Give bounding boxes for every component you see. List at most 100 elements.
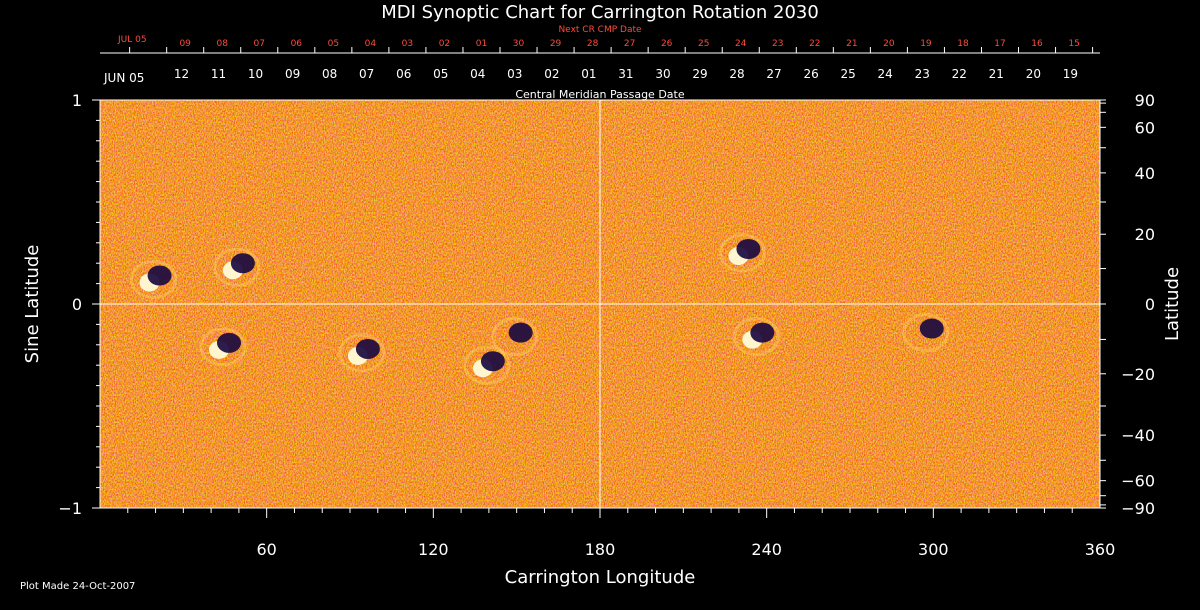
- y-axis-label-right: Latitude: [1162, 267, 1183, 341]
- next-cmp-date-label: 22: [809, 39, 820, 49]
- next-cmp-date-label: 23: [772, 39, 783, 49]
- next-cmp-date-label: 05: [328, 39, 339, 49]
- y-tick-label-right: 40: [1135, 164, 1155, 183]
- cmp-date-label: 29: [692, 67, 707, 81]
- cmp-date-label: 28: [729, 67, 744, 81]
- next-cmp-date-label: 29: [550, 39, 562, 49]
- cmp-date-label: 21: [989, 67, 1004, 81]
- cmp-date-label: 23: [915, 67, 930, 81]
- next-cmp-date-label: 19: [920, 39, 932, 49]
- cmp-date-label: 09: [285, 67, 300, 81]
- cmp-date-label: 19: [1063, 67, 1078, 81]
- plage-halo: [213, 247, 261, 287]
- x-tick-label: 240: [751, 540, 782, 559]
- x-tick-label: 120: [418, 540, 449, 559]
- cmp-date-label: 04: [470, 67, 485, 81]
- cmp-date-label: 24: [878, 67, 893, 81]
- x-tick-label: 60: [256, 540, 276, 559]
- y-tick-label-left: 1: [72, 91, 82, 110]
- cmp-axis-label: Central Meridian Passage Date: [515, 88, 684, 101]
- y-tick-label-right: −20: [1121, 365, 1155, 384]
- cmp-date-label: 30: [655, 67, 670, 81]
- cmp-date-label: 03: [507, 67, 522, 81]
- active-region: [902, 313, 950, 353]
- cmp-date-label: 01: [581, 67, 596, 81]
- cmp-date-label: 20: [1026, 67, 1041, 81]
- cmp-date-label: 31: [618, 67, 633, 81]
- x-axis: 60 120 180 240 300 360: [127, 508, 1116, 559]
- plage-halo: [130, 260, 178, 300]
- negative-polarity-patch: [217, 332, 241, 353]
- next-cmp-date-label: 06: [291, 39, 303, 49]
- y-tick-label-right: 60: [1135, 118, 1155, 137]
- next-cmp-date-label: 28: [587, 39, 599, 49]
- next-cmp-date-label: 02: [439, 39, 450, 49]
- negative-polarity-patch: [355, 338, 380, 359]
- active-region: [338, 333, 386, 373]
- cmp-date-label: 10: [248, 67, 263, 81]
- negative-polarity-patch: [230, 253, 255, 274]
- next-cmp-date-label: 01: [476, 39, 487, 49]
- negative-polarity-patch: [480, 351, 505, 372]
- plage-halo: [338, 333, 386, 373]
- negative-polarity-patch: [750, 322, 775, 343]
- active-region: [718, 233, 766, 273]
- plage-halo: [902, 313, 950, 353]
- negative-polarity-patch: [736, 239, 761, 259]
- next-cmp-axis: 09 08 07 06 05 04 03 02 01 30 29 28 27 26 25 24 23 22 21 20…: [129, 39, 1094, 53]
- active-region: [491, 317, 539, 357]
- next-cmp-axis-label: Next CR CMP Date: [558, 25, 642, 35]
- negative-polarity-patch: [147, 265, 172, 286]
- plot-made-label: Plot Made 24-Oct-2007: [20, 581, 135, 592]
- y-tick-label-right: 0: [1145, 295, 1155, 314]
- next-cmp-date-label: 07: [254, 39, 265, 49]
- cmp-date-label: 08: [322, 67, 337, 81]
- x-tick-label: 360: [1085, 540, 1116, 559]
- next-cmp-date-label: 24: [735, 39, 747, 49]
- y-tick-label-left: 0: [72, 295, 82, 314]
- y-tick-label-left: −1: [58, 499, 82, 518]
- plage-halo: [463, 345, 511, 385]
- next-cmp-date-label: 16: [1031, 39, 1043, 49]
- active-region: [463, 345, 511, 385]
- x-axis-label: Carrington Longitude: [505, 567, 696, 588]
- plage-halo: [718, 233, 766, 273]
- cmp-date-label: 11: [211, 67, 226, 81]
- y-axis-right: 90 60 40 20 0 −20 −40 −60 −90: [1100, 91, 1155, 518]
- next-cmp-date-label: 03: [402, 39, 413, 49]
- cmp-date-label: 02: [544, 67, 559, 81]
- active-region: [732, 317, 780, 357]
- next-cmp-date-label: 04: [365, 39, 377, 49]
- cmp-date-axis: 12 11 10 09 08 07 06 05 04 03 02 01 31 30 29 28 27 26 25 24…: [174, 67, 1078, 81]
- y-axis-label-left: Sine Latitude: [22, 245, 43, 364]
- y-tick-label-right: −40: [1121, 426, 1155, 445]
- y-axis-left: 1 0 −1: [58, 91, 100, 518]
- cmp-date-label: 27: [766, 67, 781, 81]
- active-regions: [130, 233, 950, 385]
- active-region: [199, 327, 247, 367]
- cmp-date-label: 07: [359, 67, 374, 81]
- next-cmp-date-label: 30: [513, 39, 525, 49]
- cmp-date-label: 26: [803, 67, 818, 81]
- cmp-date-label: 22: [952, 67, 967, 81]
- cmp-date-label: 25: [841, 67, 856, 81]
- plage-halo: [199, 327, 247, 367]
- plage-halo: [732, 317, 780, 357]
- next-cmp-date-label: 08: [216, 39, 228, 49]
- next-cmp-date-label: 17: [994, 39, 1005, 49]
- chart-title: MDI Synoptic Chart for Carrington Rotati…: [381, 2, 819, 23]
- y-tick-label-right: 20: [1135, 225, 1155, 244]
- y-tick-label-right: −60: [1121, 472, 1155, 491]
- next-cmp-month-label: JUL 05: [117, 35, 147, 45]
- cmp-date-label: 05: [433, 67, 448, 81]
- next-cmp-date-label: 27: [624, 39, 635, 49]
- next-cmp-date-label: 15: [1068, 39, 1079, 49]
- active-region: [213, 247, 261, 287]
- next-cmp-date-label: 26: [661, 39, 673, 49]
- active-region: [130, 260, 178, 300]
- next-cmp-date-label: 25: [698, 39, 709, 49]
- cmp-month-label: JUN 05: [103, 71, 144, 85]
- y-tick-label-right: −90: [1121, 499, 1155, 518]
- next-cmp-date-label: 09: [179, 39, 191, 49]
- x-tick-label: 300: [918, 540, 949, 559]
